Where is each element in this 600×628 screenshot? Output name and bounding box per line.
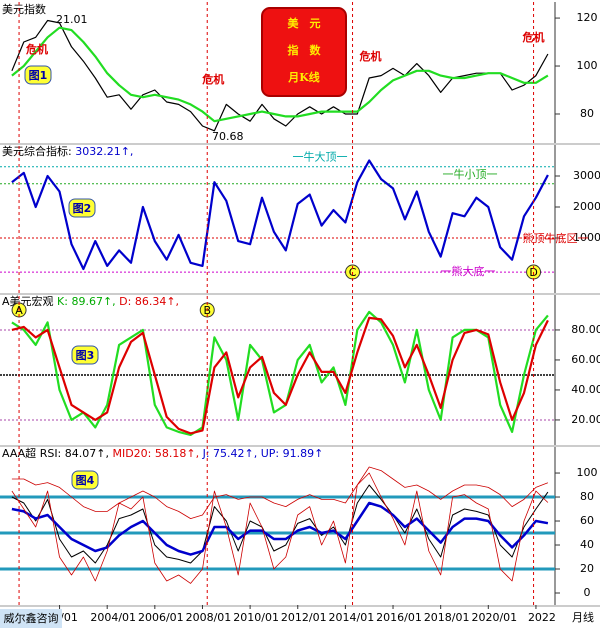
reference-label: 一牛小顶一 bbox=[443, 167, 498, 181]
y-tick-label: 80 bbox=[580, 490, 594, 503]
y-tick-label: 60 bbox=[580, 514, 594, 527]
x-tick-label: 2006/01 bbox=[138, 611, 184, 624]
figure-label: 图3 bbox=[76, 349, 95, 362]
badge-text: 月K线 bbox=[287, 70, 320, 84]
panel-header: AAA超 RSI: 84.07↑, MID20: 58.18↑, J: 75.4… bbox=[2, 446, 323, 460]
x-tick-label: 2018/01 bbox=[424, 611, 470, 624]
series-line bbox=[11, 472, 549, 584]
brand-box bbox=[0, 609, 62, 628]
panel-header: A美元宏观 K: 89.67↑, D: 86.34↑, bbox=[2, 294, 179, 308]
header-part: K: 89.67↑, bbox=[57, 295, 119, 308]
header-part: 美元综合指标: bbox=[2, 144, 75, 158]
y-tick-label: 60.00 bbox=[571, 353, 600, 366]
header-part: RSI: 84.07↑, bbox=[40, 447, 113, 460]
header-part: AAA超 bbox=[2, 446, 40, 460]
badge-text: 美 元 bbox=[288, 16, 321, 30]
y-tick-label: 80.00 bbox=[571, 323, 600, 336]
figure-label-box bbox=[24, 65, 52, 85]
reference-label: 一熊顶牛底区一 bbox=[512, 231, 589, 245]
min-annotation: 70.68 bbox=[212, 130, 244, 143]
x-tick-label: 2016/01 bbox=[376, 611, 422, 624]
y-tick-label: 20 bbox=[580, 562, 594, 575]
y-tick-label: 20.00 bbox=[571, 413, 600, 426]
y-tick-label: 40.00 bbox=[571, 383, 600, 396]
reference-label: 一牛大顶一 bbox=[293, 150, 348, 164]
chart-title: 美元指数 bbox=[2, 2, 46, 16]
series-line bbox=[11, 316, 549, 435]
crisis-label: 危机 bbox=[25, 42, 48, 56]
y-tick-label: 0 bbox=[584, 586, 591, 599]
x-tick-label: 2012/01 bbox=[281, 611, 327, 624]
series-line bbox=[11, 484, 549, 564]
y-tick-label: 120 bbox=[577, 11, 598, 24]
badge-text: 指 数 bbox=[288, 43, 322, 57]
series-line bbox=[11, 466, 549, 519]
header-part: J: 75.42↑, bbox=[202, 447, 261, 460]
x-tick-label: 2008/01 bbox=[186, 611, 232, 624]
figure-label-box bbox=[68, 198, 96, 218]
series-line bbox=[11, 501, 549, 556]
x-tick-label: 2014/01 bbox=[329, 611, 375, 624]
header-part: A美元宏观 bbox=[2, 294, 57, 308]
crisis-label: 危机 bbox=[359, 49, 382, 63]
figure-label: 图4 bbox=[76, 474, 95, 487]
y-tick-label: 100 bbox=[577, 466, 598, 479]
max-annotation: 21.01 bbox=[56, 13, 88, 26]
x-tick-label: 2004/01 bbox=[90, 611, 136, 624]
header-part: D: 86.34↑, bbox=[119, 295, 179, 308]
crisis-label: 危机 bbox=[522, 30, 545, 44]
series-line bbox=[11, 26, 549, 123]
y-tick-label: 3000 bbox=[573, 169, 600, 182]
header-part: UP: 91.89↑ bbox=[261, 447, 324, 460]
crisis-label: 危机 bbox=[201, 72, 224, 86]
series-line bbox=[11, 19, 549, 132]
y-tick-label: 80 bbox=[580, 107, 594, 120]
x-tick-label: 2020/01 bbox=[471, 611, 517, 624]
y-tick-label: 1000 bbox=[573, 231, 600, 244]
badge-box bbox=[261, 7, 347, 97]
x-tick-label: 2010/01 bbox=[233, 611, 279, 624]
header-part: 3032.21↑, bbox=[75, 145, 133, 158]
figure-label: 图1 bbox=[29, 69, 48, 82]
figure-label-box bbox=[71, 470, 99, 490]
reference-label: 一熊大底一 bbox=[441, 264, 496, 278]
y-tick-label: 100 bbox=[577, 59, 598, 72]
y-tick-label: 2000 bbox=[573, 200, 600, 213]
brand: 威尔鑫咨询 bbox=[4, 611, 59, 625]
figure-label-box bbox=[71, 345, 99, 365]
period-label: 月线 bbox=[572, 610, 594, 624]
y-tick-label: 40 bbox=[580, 538, 594, 551]
series-line bbox=[11, 159, 549, 271]
header-part: MID20: 58.18↑, bbox=[112, 447, 202, 460]
figure-label: 图2 bbox=[73, 202, 92, 215]
panel-header: 美元综合指标: 3032.21↑, bbox=[2, 144, 133, 158]
x-tick-label: 2022 bbox=[528, 611, 556, 624]
